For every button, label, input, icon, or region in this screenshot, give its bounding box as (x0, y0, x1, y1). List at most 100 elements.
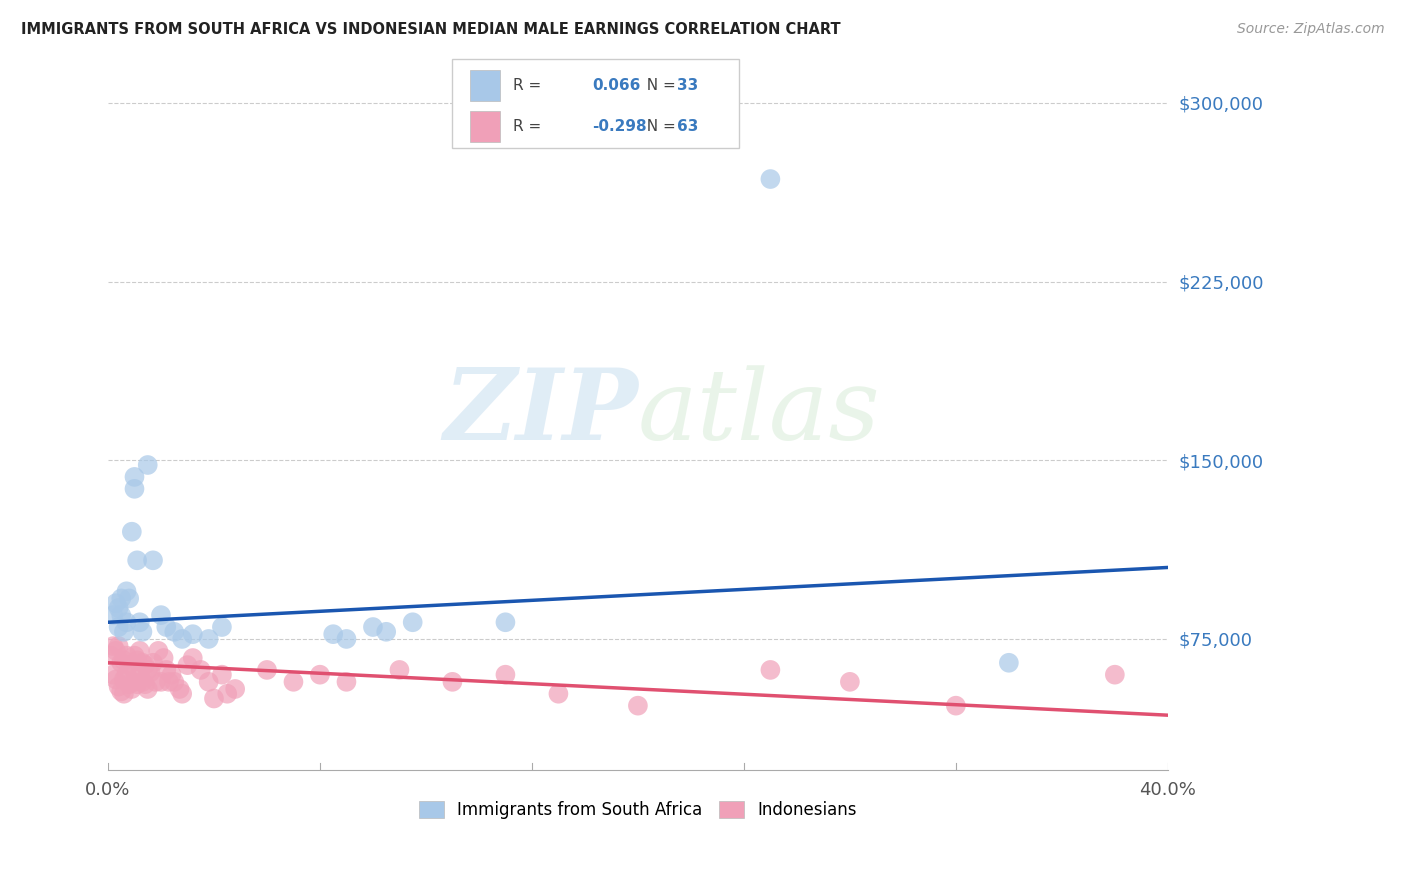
Point (112, 673, 135, 687)
Point (118, 658, 141, 673)
Point (494, 667, 516, 681)
Point (494, 615, 516, 630)
Point (759, 172, 782, 186)
Point (104, 673, 127, 687)
Point (375, 624, 398, 639)
Bar (471, 70, 501, 101)
Point (107, 601, 129, 615)
Point (945, 698, 967, 713)
Point (124, 674, 146, 689)
Point (148, 644, 170, 658)
Point (118, 677, 141, 691)
Point (104, 596, 127, 610)
Point (124, 482, 146, 496)
Point (139, 665, 162, 680)
Point (163, 624, 186, 639)
Point (441, 674, 464, 689)
Text: N =: N = (637, 78, 681, 93)
Text: ZIP: ZIP (443, 364, 638, 461)
Point (998, 656, 1021, 670)
Point (152, 651, 174, 665)
Point (149, 608, 172, 623)
Point (190, 663, 212, 677)
Text: atlas: atlas (638, 365, 880, 460)
Point (136, 663, 159, 677)
Point (163, 674, 186, 689)
Point (149, 674, 172, 689)
Point (217, 687, 239, 701)
Text: R =: R = (513, 119, 546, 134)
Point (202, 691, 225, 706)
Point (127, 653, 149, 667)
Point (128, 667, 150, 681)
Point (110, 608, 132, 623)
Text: -0.298: -0.298 (592, 119, 647, 134)
Point (128, 615, 150, 630)
Point (110, 684, 132, 698)
Text: 0.066: 0.066 (592, 78, 641, 93)
Point (335, 674, 357, 689)
Point (127, 677, 149, 691)
Point (211, 667, 233, 681)
Point (110, 656, 132, 670)
Point (283, 674, 305, 689)
Point (838, 674, 860, 689)
Point (136, 681, 159, 696)
Bar (471, 111, 501, 142)
Point (155, 663, 177, 677)
FancyBboxPatch shape (453, 59, 738, 148)
Point (160, 667, 183, 681)
Text: R =: R = (513, 78, 546, 93)
Point (224, 681, 246, 696)
Point (181, 627, 204, 641)
Point (172, 632, 194, 646)
Point (131, 656, 153, 670)
Point (115, 667, 138, 681)
Text: IMMIGRANTS FROM SOUTH AFRICA VS INDONESIAN MEDIAN MALE EARNINGS CORRELATION CHAR: IMMIGRANTS FROM SOUTH AFRICA VS INDONESI… (21, 22, 841, 37)
Point (107, 639, 129, 653)
Point (172, 687, 194, 701)
Point (134, 677, 156, 691)
Point (131, 624, 153, 639)
Point (115, 584, 138, 599)
Point (1104, 667, 1126, 681)
Point (142, 656, 165, 670)
Text: N =: N = (637, 119, 681, 134)
Point (128, 644, 150, 658)
Point (402, 615, 425, 630)
Point (115, 615, 138, 630)
Text: Source: ZipAtlas.com: Source: ZipAtlas.com (1237, 22, 1385, 37)
Point (197, 674, 219, 689)
Point (107, 680, 129, 694)
Point (115, 648, 138, 663)
Point (322, 627, 344, 641)
Point (100, 648, 122, 663)
Point (181, 651, 204, 665)
Point (112, 687, 135, 701)
Point (104, 644, 127, 658)
Point (118, 591, 141, 606)
Point (211, 620, 233, 634)
Text: 33: 33 (678, 78, 699, 93)
Point (335, 632, 357, 646)
Point (127, 553, 149, 567)
Point (388, 663, 411, 677)
Point (121, 660, 143, 674)
Point (157, 674, 180, 689)
Point (145, 674, 167, 689)
Point (131, 674, 153, 689)
Point (124, 648, 146, 663)
Point (103, 608, 125, 623)
Point (124, 470, 146, 484)
Point (176, 658, 198, 673)
Point (155, 620, 177, 634)
Point (112, 624, 135, 639)
Point (121, 524, 143, 539)
Point (309, 667, 332, 681)
Point (136, 458, 159, 472)
Point (256, 663, 278, 677)
Point (107, 620, 129, 634)
Point (103, 639, 125, 653)
Point (361, 620, 384, 634)
Point (197, 632, 219, 646)
